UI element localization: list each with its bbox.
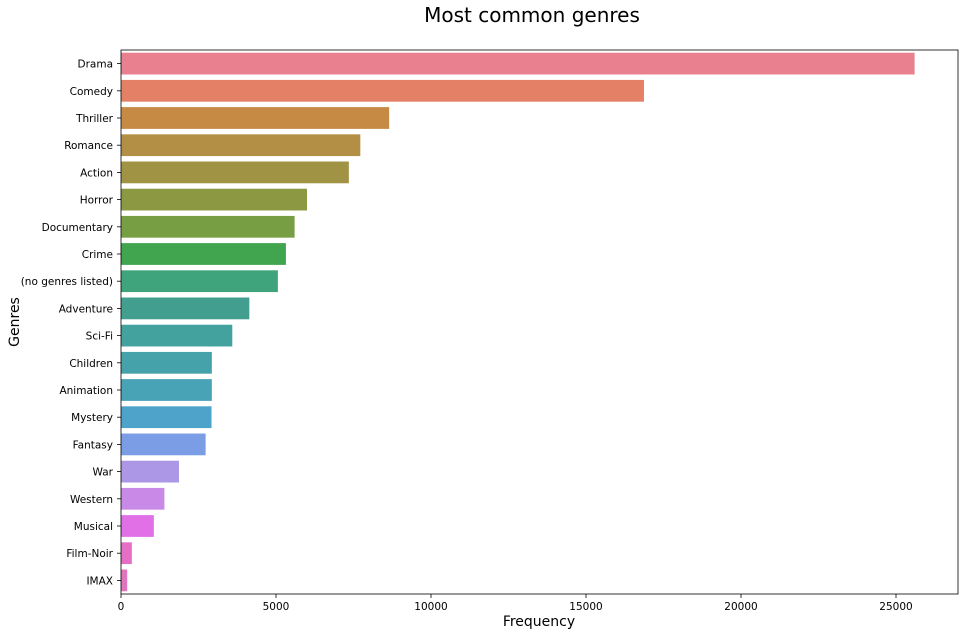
y-tick-label: Romance bbox=[64, 140, 113, 152]
y-tick-label: Animation bbox=[59, 385, 113, 397]
x-tick-label: 20000 bbox=[724, 601, 757, 613]
bar-drama bbox=[121, 52, 915, 75]
x-ticks-group: 0 5000 10000 15000 20000 25000 bbox=[118, 594, 913, 613]
y-tick-label: Film-Noir bbox=[66, 548, 113, 560]
y-tick-label: Crime bbox=[82, 249, 113, 261]
y-tick-label: Western bbox=[70, 494, 113, 506]
x-axis-label: Frequency bbox=[503, 614, 575, 630]
chart-title: Most common genres bbox=[424, 3, 640, 27]
bar-war bbox=[121, 460, 179, 483]
x-tick-label: 25000 bbox=[879, 601, 912, 613]
y-tick-label: War bbox=[93, 467, 114, 479]
x-tick-label: 5000 bbox=[263, 601, 290, 613]
bar-western bbox=[121, 487, 165, 510]
bar-animation bbox=[121, 379, 212, 401]
y-tick-label: Drama bbox=[78, 59, 114, 71]
y-tick-label: Adventure bbox=[59, 303, 113, 315]
y-tick-label: Fantasy bbox=[73, 439, 113, 451]
plot-frame bbox=[120, 49, 959, 595]
bar-film-noir bbox=[121, 542, 132, 565]
bar-musical bbox=[121, 515, 154, 537]
y-tick-label: Action bbox=[80, 167, 113, 179]
y-tick-label: (no genres listed) bbox=[21, 276, 113, 288]
bar-fantasy bbox=[121, 433, 206, 456]
y-tick-label: Children bbox=[69, 358, 113, 370]
y-axis-label: Genres bbox=[7, 297, 23, 347]
y-tick-label: Thriller bbox=[75, 113, 114, 125]
bar-sci-fi bbox=[121, 324, 233, 347]
bar-horror bbox=[121, 188, 307, 211]
y-tick-label: Documentary bbox=[42, 222, 113, 234]
bar-no-genres-listed bbox=[121, 270, 278, 293]
bars-group bbox=[121, 52, 915, 592]
bar-mystery bbox=[121, 406, 212, 429]
y-ticks-group: Drama Comedy Thriller Romance Action Horror Do… bbox=[21, 59, 121, 587]
bar-action bbox=[121, 161, 349, 184]
bar-imax bbox=[121, 569, 128, 592]
y-tick-label: Horror bbox=[80, 195, 114, 207]
x-tick-label: 0 bbox=[118, 601, 125, 613]
bar-romance bbox=[121, 134, 361, 157]
y-tick-label: Mystery bbox=[71, 412, 113, 424]
y-tick-label: IMAX bbox=[86, 575, 113, 587]
bar-documentary bbox=[121, 215, 295, 238]
x-tick-label: 10000 bbox=[414, 601, 447, 613]
bar-thriller bbox=[121, 107, 390, 129]
bar-adventure bbox=[121, 297, 250, 320]
y-tick-label: Comedy bbox=[70, 86, 113, 98]
x-tick-label: 15000 bbox=[569, 601, 602, 613]
bar-crime bbox=[121, 243, 286, 265]
bar-children bbox=[121, 351, 212, 374]
y-tick-label: Musical bbox=[74, 521, 113, 533]
y-tick-label: Sci-Fi bbox=[86, 331, 113, 343]
bar-comedy bbox=[121, 79, 644, 102]
